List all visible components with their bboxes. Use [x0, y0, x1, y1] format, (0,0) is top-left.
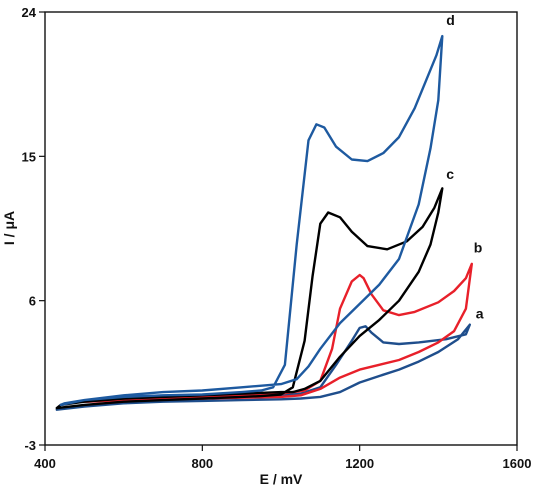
plot-area-frame — [44, 11, 518, 446]
curve-label-b: b — [474, 240, 483, 256]
curve-d — [59, 34, 444, 407]
x-tick-label: 400 — [34, 456, 56, 471]
curve-c — [55, 187, 444, 410]
x-tick-label: 800 — [191, 456, 213, 471]
x-axis-title: E / mV — [260, 471, 303, 487]
curve-label-a: a — [476, 305, 484, 321]
y-tick-label: 15 — [22, 149, 36, 164]
x-axis-ticks: 400 800 1200 1600 — [34, 445, 531, 471]
x-tick-label: 1600 — [503, 456, 532, 471]
curve-label-c: c — [446, 166, 454, 182]
voltammogram-curves — [55, 34, 473, 411]
y-axis-title: I / μA — [1, 211, 17, 245]
x-tick-label: 1200 — [345, 456, 374, 471]
y-tick-label: -3 — [24, 438, 36, 453]
y-tick-label: 6 — [29, 294, 36, 309]
curve-label-d: d — [446, 12, 455, 28]
curve-b — [83, 262, 473, 403]
y-axis-ticks: -3 6 15 24 — [22, 5, 45, 453]
curve-labels: a b c d — [446, 12, 484, 321]
y-tick-label: 24 — [22, 5, 37, 20]
